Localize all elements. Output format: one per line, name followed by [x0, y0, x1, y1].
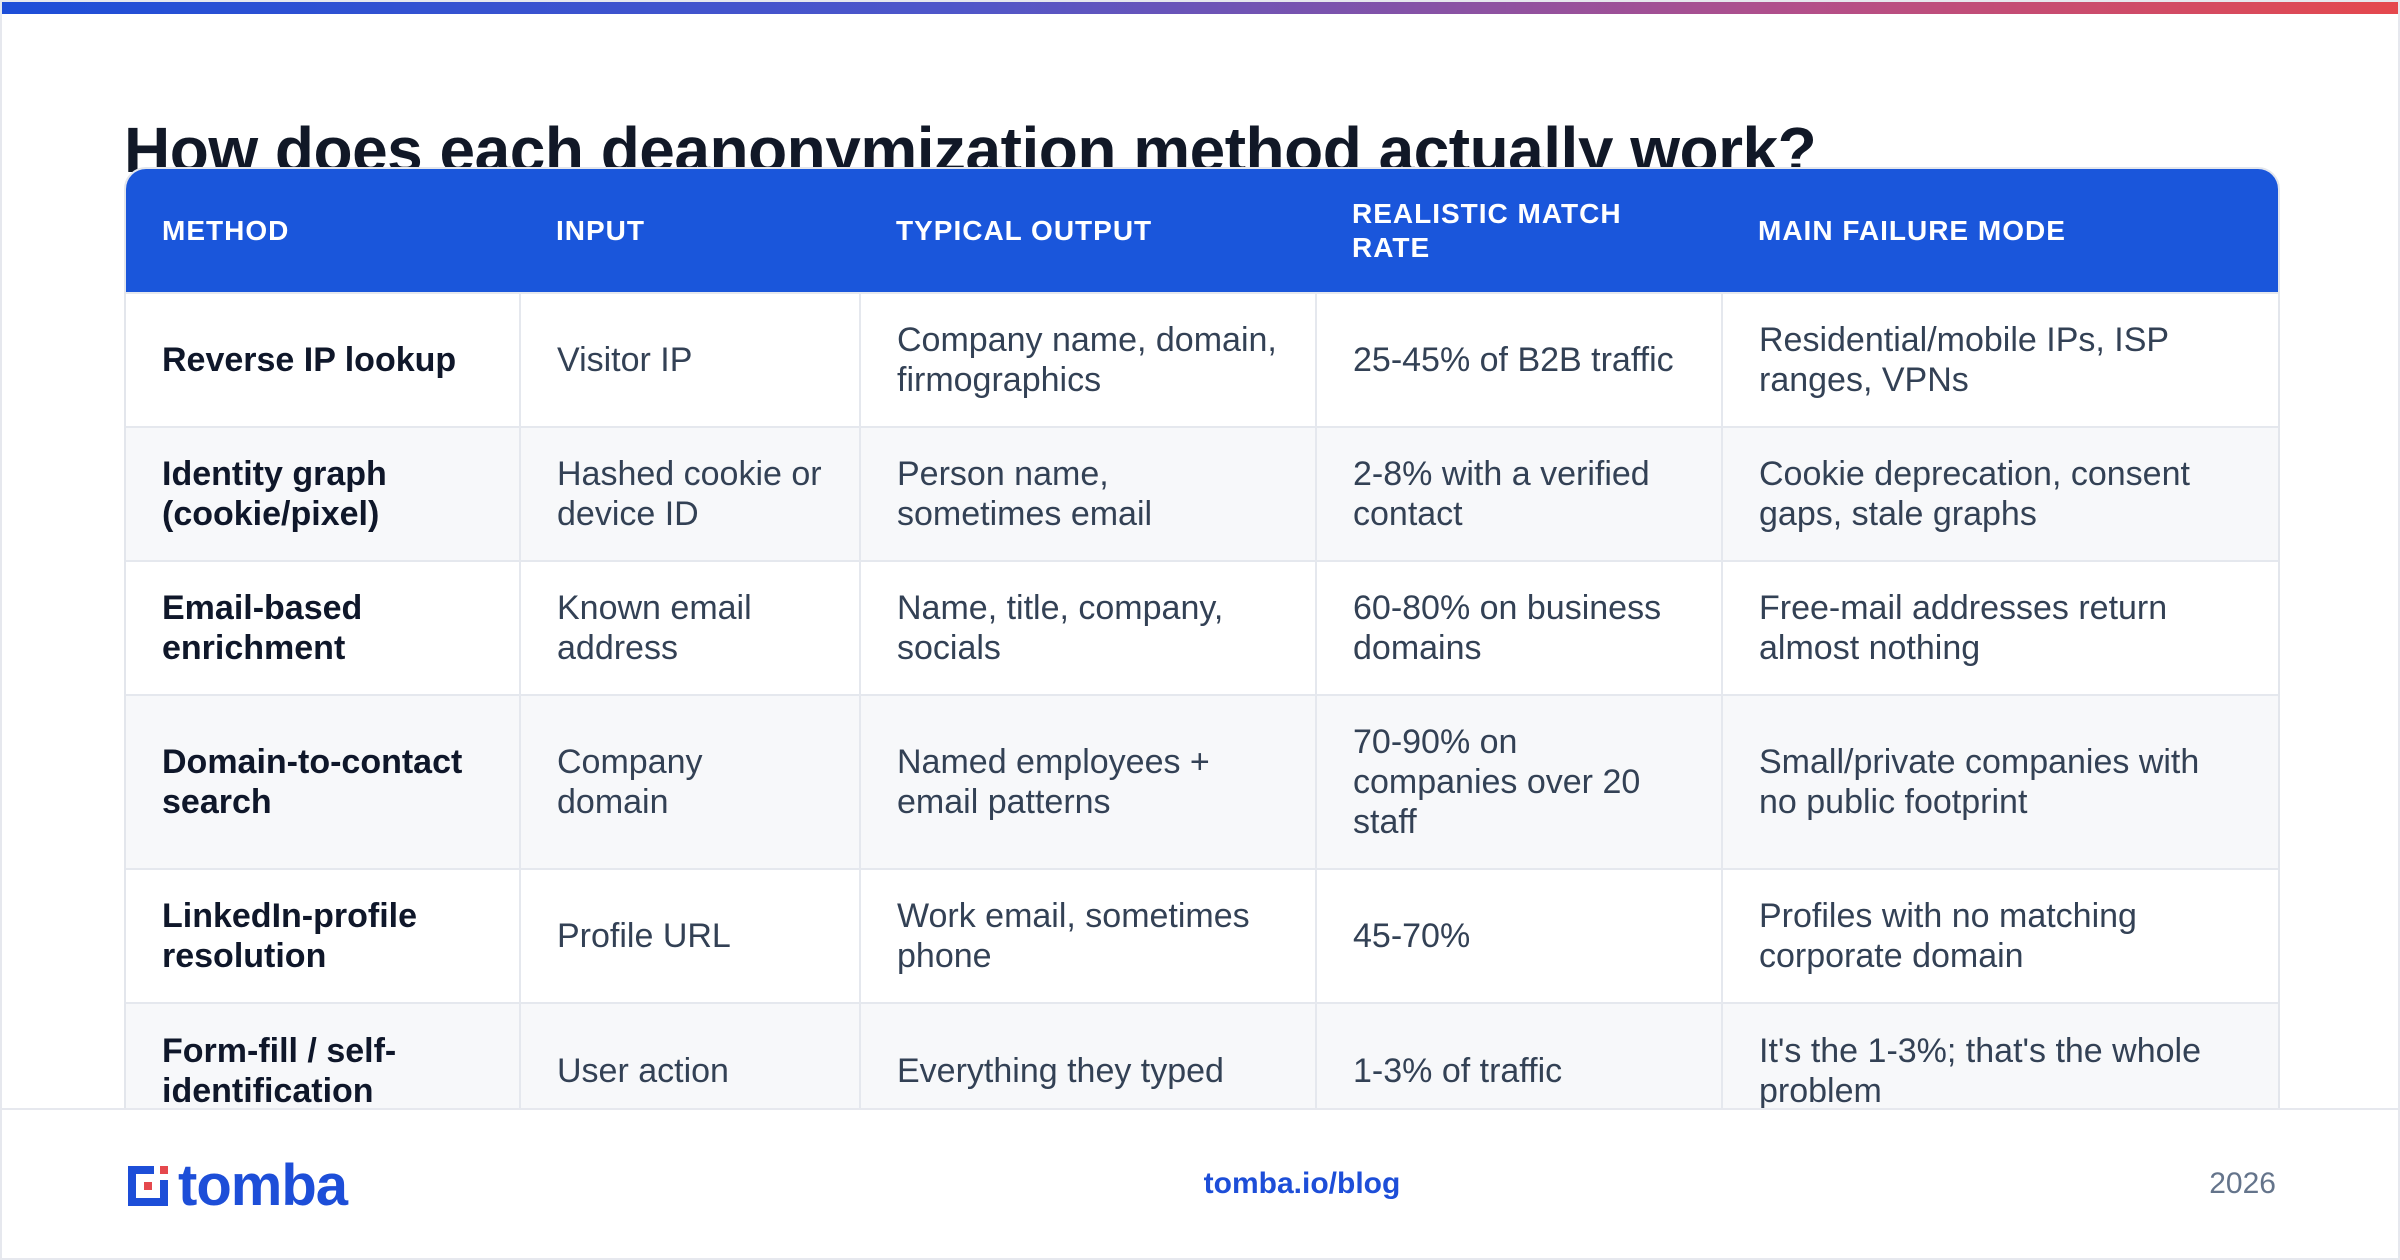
blog-link[interactable]: tomba.io/blog — [1203, 1167, 1401, 1200]
cell-typical-output: Named employees + email patterns — [860, 694, 1317, 869]
column-header-input: INPUT — [556, 214, 645, 246]
cell-typical-output: Company name, domain, firmographics — [860, 292, 1317, 427]
logo-wordmark: tomba — [178, 1153, 348, 1218]
cell-typical-output: Name, title, company, socials — [860, 560, 1317, 695]
cell-method: Reverse IP lookup — [126, 292, 521, 427]
cell-method: LinkedIn-profile resolution — [126, 868, 521, 1003]
cell-match-rate: 60-80% on business domains — [1316, 560, 1723, 695]
cell-typical-output: Person name, sometimes email — [860, 426, 1317, 561]
tomba-logo[interactable]: tomba — [124, 1153, 348, 1218]
cell-input: Known email address — [520, 560, 861, 695]
cell-match-rate: 25-45% of B2B traffic — [1316, 292, 1723, 427]
table-row: LinkedIn-profile resolution Profile URL … — [126, 868, 2278, 1003]
table-row: Identity graph (cookie/pixel) Hashed coo… — [126, 426, 2278, 561]
table-header-row: METHOD INPUT TYPICAL OUTPUT REALISTIC MA… — [126, 169, 2278, 293]
cell-method: Email-based enrichment — [126, 560, 521, 695]
cell-input: Hashed cookie or device ID — [520, 426, 861, 561]
cell-match-rate: 70-90% on companies over 20 staff — [1316, 694, 1723, 869]
table-row: Reverse IP lookup Visitor IP Company nam… — [126, 292, 2278, 427]
cell-input: Company domain — [520, 694, 861, 869]
top-gradient-bar — [2, 2, 2398, 14]
cell-failure-mode: Cookie deprecation, consent gaps, stale … — [1722, 426, 2278, 561]
footer-divider — [2, 1108, 2398, 1110]
column-header-typical-output: TYPICAL OUTPUT — [896, 214, 1153, 246]
cell-method: Identity graph (cookie/pixel) — [126, 426, 521, 561]
cell-failure-mode: Profiles with no matching corporate doma… — [1722, 868, 2278, 1003]
column-header-failure-mode: MAIN FAILURE MODE — [1758, 214, 2066, 246]
cell-method: Domain-to-contact search — [126, 694, 521, 869]
column-header-match-rate: REALISTIC MATCH RATE — [1352, 197, 1622, 263]
cell-match-rate: 2-8% with a verified contact — [1316, 426, 1723, 561]
footer — [2, 1110, 2398, 1258]
table-row: Email-based enrichment Known email addre… — [126, 560, 2278, 695]
comparison-table-container: METHOD INPUT TYPICAL OUTPUT REALISTIC MA… — [124, 167, 2280, 1137]
cell-failure-mode: Small/private companies with no public f… — [1722, 694, 2278, 869]
cell-failure-mode: Residential/mobile IPs, ISP ranges, VPNs — [1722, 292, 2278, 427]
tomba-logo-icon — [128, 1166, 168, 1206]
column-header-method: METHOD — [162, 214, 290, 246]
cell-match-rate: 45-70% — [1316, 868, 1723, 1003]
cell-input: Visitor IP — [520, 292, 861, 427]
cell-failure-mode: Free-mail addresses return almost nothin… — [1722, 560, 2278, 695]
page-title: How does each deanonymization method act… — [124, 114, 1817, 172]
footer-year: 2026 — [2209, 1167, 2276, 1200]
cell-input: Profile URL — [520, 868, 861, 1003]
comparison-table: METHOD INPUT TYPICAL OUTPUT REALISTIC MA… — [126, 169, 2278, 1135]
table-row: Domain-to-contact search Company domain … — [126, 694, 2278, 869]
cell-typical-output: Work email, sometimes phone — [860, 868, 1317, 1003]
